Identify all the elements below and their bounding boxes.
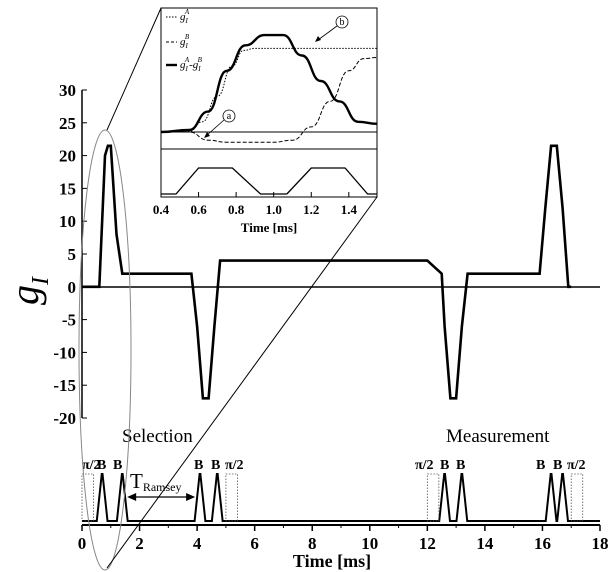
inset-curve-b — [161, 57, 378, 143]
x-tick-label: 14 — [476, 534, 494, 553]
pulse-label-b-3: B — [194, 458, 203, 473]
y-tick-label: 5 — [68, 245, 77, 264]
y-tick-label: 30 — [59, 81, 76, 100]
inset-trapezoid-2 — [286, 167, 377, 195]
marker-a-arrowhead — [204, 132, 210, 138]
pulse-waveform — [82, 473, 600, 522]
x-tick-label: 0 — [78, 534, 87, 553]
y-tick-label: 0 — [68, 278, 77, 297]
x-tick-label: 10 — [361, 534, 378, 553]
zoom-ellipse — [78, 129, 132, 571]
y-tick-label: 20 — [59, 147, 76, 166]
pulse-label-b-4: B — [211, 458, 220, 473]
legend-label-b: gIB — [180, 33, 190, 50]
inset-x-tick-label: 0.4 — [153, 202, 170, 217]
ramsey-arrow-head-left — [127, 493, 137, 501]
x-tick-label: 16 — [534, 534, 551, 553]
pulse-label-b-5: B — [440, 458, 449, 473]
inset-x-tick-label: 0.8 — [228, 202, 245, 217]
selection-label: Selection — [122, 426, 193, 447]
marker-b-label: b — [340, 17, 345, 28]
marker-b-arrowhead — [315, 36, 321, 42]
x-ticks: 0 2 4 6 8 10 12 14 16 18 — [78, 525, 609, 553]
pulse-sequence — [81, 473, 600, 522]
inset-x-tick-label: 1.2 — [303, 202, 319, 217]
inset-x-tick-label: 0.6 — [190, 202, 207, 217]
inset-x-tick-label: 1.0 — [266, 202, 282, 217]
legend-label-a: gIA — [180, 8, 190, 25]
pi2-pulse-box — [225, 473, 238, 522]
pulse-label-pi2-4: π/2 — [567, 458, 586, 473]
inset-curve-diff — [160, 33, 378, 134]
legend-label-diff: gIA-gIB — [180, 56, 203, 73]
x-tick-label: 12 — [419, 534, 436, 553]
ramsey-label: TRamsey — [130, 469, 182, 494]
y-tick-label: -10 — [53, 343, 76, 362]
marker-b: b — [315, 15, 349, 42]
inset-x-axis-label: Time [ms] — [241, 220, 297, 235]
zoom-connector-bottom — [106, 196, 378, 569]
y-ticks: -20 -15 -10 -5 0 5 10 15 20 25 30 — [53, 81, 87, 428]
y-tick-label: 10 — [59, 212, 76, 231]
pi2-pulse-box — [570, 473, 584, 522]
ramsey-arrow-head-right — [186, 493, 196, 501]
y-tick-label: -5 — [62, 311, 76, 330]
pulse-label-b-8: B — [553, 458, 562, 473]
y-tick-label: 25 — [59, 114, 76, 133]
pulse-label-b-1: B — [97, 458, 106, 473]
inset-legend: gIA gIB gIA-gIB — [166, 8, 203, 73]
measurement-label: Measurement — [446, 426, 550, 447]
pulse-label-pi2-3: π/2 — [415, 458, 434, 473]
gradient-curve — [82, 144, 572, 400]
marker-a-pointer — [205, 119, 225, 137]
x-tick-label: 8 — [308, 534, 317, 553]
marker-a-label: a — [227, 111, 232, 122]
ramsey-arrow — [127, 493, 196, 501]
marker-a-circle — [222, 109, 236, 123]
marker-b-pointer — [317, 25, 338, 41]
y-axis-label: gI — [2, 276, 54, 305]
x-axis-label: Time [ms] — [293, 551, 371, 571]
inset-x-tick-label: 1.4 — [341, 202, 358, 217]
marker-a: a — [204, 109, 236, 138]
y-tick-label: 15 — [59, 179, 76, 198]
x-tick-label: 2 — [135, 534, 144, 553]
pulse-label-b-2: B — [113, 458, 122, 473]
inset-trapezoid-1 — [161, 167, 287, 195]
zoom-connector-top — [106, 7, 162, 131]
main-axes: -20 -15 -10 -5 0 5 10 15 20 25 30 0 2 4 6 8 10 12 14 16 18 — [53, 81, 608, 553]
pulse-label-pi2-2: π/2 — [225, 458, 244, 473]
y-tick-label: -20 — [53, 409, 76, 428]
inset: 0.4 0.6 0.8 1.0 1.2 1.4 Time [ms] gIA gIB gIA… — [153, 7, 378, 235]
inset-frame — [160, 7, 378, 198]
x-tick-label: 4 — [193, 534, 202, 553]
x-tick-label: 18 — [592, 534, 609, 553]
inset-x-ticks: 0.4 0.6 0.8 1.0 1.2 1.4 — [153, 192, 358, 217]
pi2-pulse-box — [81, 473, 94, 522]
x-tick-label: 6 — [250, 534, 259, 553]
pi2-pulse-box — [426, 473, 440, 522]
y-axis-label-sub: I — [28, 276, 54, 286]
pulse-label-b-7: B — [536, 458, 545, 473]
y-tick-label: -15 — [53, 376, 76, 395]
pulse-label-pi2-1: π/2 — [82, 458, 101, 473]
marker-b-circle — [335, 15, 349, 29]
ramsey-label-sub: Ramsey — [143, 480, 182, 494]
pulse-label-b-6: B — [456, 458, 465, 473]
